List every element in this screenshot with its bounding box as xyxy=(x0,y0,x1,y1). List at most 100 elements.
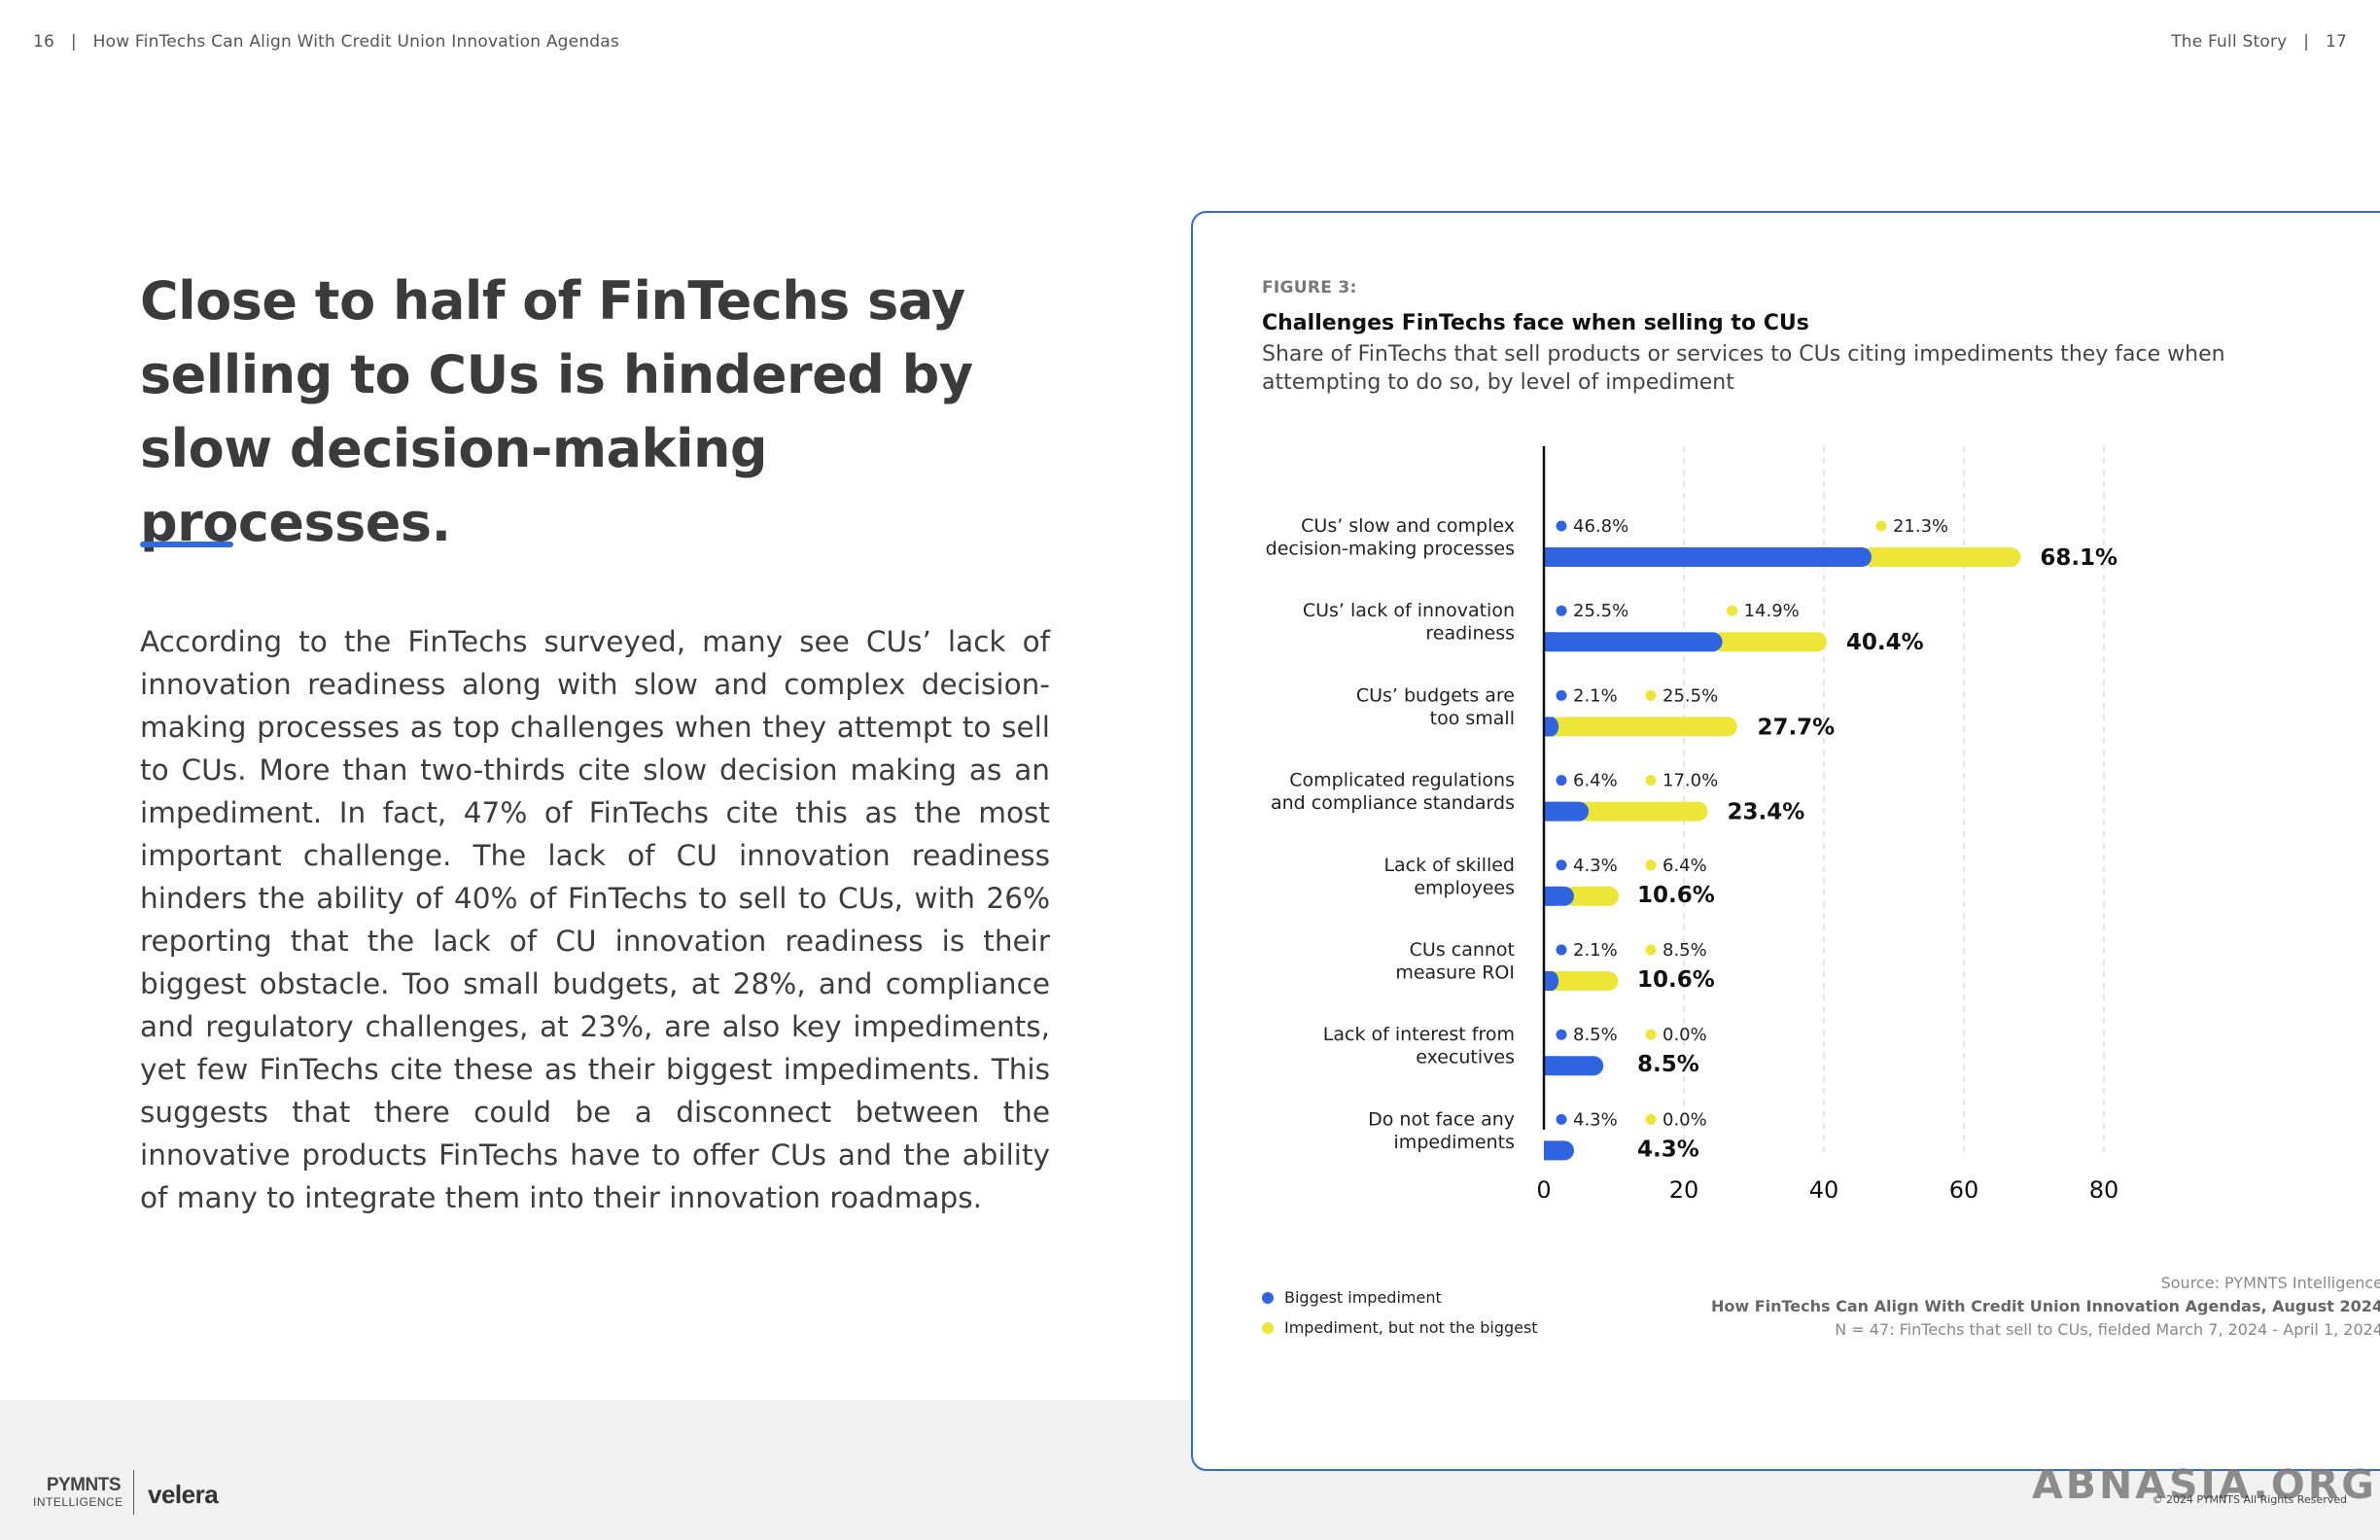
legend-swatch-biggest xyxy=(1262,1292,1274,1304)
page-headline: Close to half of FinTechs say selling to… xyxy=(140,270,973,553)
data-label-marker-not-biggest xyxy=(1645,1029,1657,1040)
watermark-text: ABNASIA.ORG xyxy=(2032,1461,2377,1508)
total-label: 68.1% xyxy=(2040,545,2118,571)
total-label: 8.5% xyxy=(1637,1052,1699,1077)
legend-item-not-biggest: Impediment, but not the biggest xyxy=(1262,1318,1538,1337)
data-label-marker-not-biggest xyxy=(1727,605,1738,616)
data-label-marker-biggest xyxy=(1556,1029,1567,1040)
data-label-not-biggest: 25.5% xyxy=(1662,685,1718,706)
bar-biggest-base xyxy=(1544,717,1554,737)
category-label: CUs’ slow and complex xyxy=(1301,515,1515,537)
body-paragraph: According to the FinTechs surveyed, many… xyxy=(140,625,1050,1214)
bar-not-biggest xyxy=(1712,632,1827,652)
data-label-not-biggest: 6.4% xyxy=(1662,856,1707,876)
x-tick-label: 80 xyxy=(2089,1176,2119,1204)
data-label-not-biggest: 21.3% xyxy=(1893,516,1948,537)
x-tick-label: 60 xyxy=(1949,1176,1979,1204)
data-label-biggest: 4.3% xyxy=(1573,856,1618,876)
category-label: readiness xyxy=(1425,623,1515,645)
data-label-biggest: 46.8% xyxy=(1573,516,1628,537)
category-label: Lack of interest from xyxy=(1323,1024,1515,1045)
chart-source: Source: PYMNTS Intelligence How FinTechs… xyxy=(1711,1272,2380,1342)
data-label-marker-biggest xyxy=(1556,1113,1567,1125)
source-line-3: N = 47: FinTechs that sell to CUs, field… xyxy=(1835,1320,2380,1339)
bar-biggest xyxy=(1544,632,1723,652)
bar-biggest-base xyxy=(1544,801,1554,822)
data-label-marker-not-biggest xyxy=(1645,689,1657,701)
total-label: 23.4% xyxy=(1727,800,1804,825)
category-label: CUs’ lack of innovation xyxy=(1303,600,1515,621)
bar-biggest-base xyxy=(1544,971,1554,991)
category-label: CUs cannot xyxy=(1410,939,1515,961)
data-label-marker-biggest xyxy=(1556,689,1567,701)
total-label: 4.3% xyxy=(1637,1137,1699,1162)
data-label-biggest: 2.1% xyxy=(1573,685,1618,706)
data-label-not-biggest: 0.0% xyxy=(1662,1109,1707,1130)
x-tick-label: 20 xyxy=(1669,1176,1699,1204)
data-label-marker-not-biggest xyxy=(1645,1113,1657,1125)
copyright: © 2024 PYMNTS All Rights Reserved xyxy=(2152,1493,2347,1506)
x-tick-label: 40 xyxy=(1809,1176,1839,1204)
bar-biggest xyxy=(1544,547,1872,567)
figure-card: FIGURE 3: Challenges FinTechs face when … xyxy=(1191,211,2380,1471)
page-number-right: 17 xyxy=(2325,32,2347,52)
data-label-not-biggest: 0.0% xyxy=(1662,1025,1707,1045)
data-label-marker-biggest xyxy=(1556,605,1567,616)
velera-logo: velera xyxy=(148,1480,219,1509)
bar-biggest-base xyxy=(1544,1140,1554,1161)
bar-chart: 0 20 40 60 80 CUs’ slow and complexdecision-m… xyxy=(1266,446,2119,1204)
category-label: Do not face any xyxy=(1368,1108,1515,1130)
bar-not-biggest xyxy=(1579,801,1708,822)
page-header-right: The Full Story | 17 xyxy=(2171,32,2347,52)
data-label-marker-biggest xyxy=(1556,944,1567,956)
logo-pymnts-text: PYMNTS xyxy=(46,1475,122,1495)
pymnts-intelligence-logo: PYMNTS INTELLIGENCE xyxy=(33,1475,123,1510)
data-label-marker-not-biggest xyxy=(1645,859,1657,871)
total-label: 40.4% xyxy=(1846,630,1924,655)
data-label-biggest: 6.4% xyxy=(1573,771,1618,791)
data-label-marker-not-biggest xyxy=(1645,944,1657,956)
bar-biggest-base xyxy=(1544,547,1554,567)
accent-rule xyxy=(140,542,233,547)
data-label-marker-not-biggest xyxy=(1645,775,1657,787)
page-header-left: 16 | How FinTechs Can Align With Credit … xyxy=(33,32,619,52)
category-label: CUs’ budgets are xyxy=(1356,684,1515,706)
header-separator: | xyxy=(2303,32,2310,52)
header-separator: | xyxy=(70,32,77,52)
category-label: measure ROI xyxy=(1395,962,1515,984)
data-label-biggest: 8.5% xyxy=(1573,1025,1618,1045)
bar-biggest xyxy=(1544,1056,1604,1076)
legend-swatch-not-biggest xyxy=(1262,1322,1274,1334)
category-label: executives xyxy=(1416,1047,1515,1068)
logo-divider xyxy=(133,1470,134,1515)
data-label-marker-biggest xyxy=(1556,520,1567,532)
category-label: too small xyxy=(1430,708,1515,729)
data-label-marker-biggest xyxy=(1556,775,1567,787)
data-label-biggest: 4.3% xyxy=(1573,1109,1618,1130)
legend-label-biggest: Biggest impediment xyxy=(1284,1288,1442,1307)
source-line-2: How FinTechs Can Align With Credit Union… xyxy=(1710,1297,2380,1315)
category-label: employees xyxy=(1414,877,1515,898)
data-label-biggest: 2.1% xyxy=(1573,940,1618,961)
category-label: impediments xyxy=(1394,1132,1515,1153)
logo-intelligence-text: INTELLIGENCE xyxy=(33,1495,123,1509)
data-label-marker-not-biggest xyxy=(1875,520,1887,532)
total-label: 27.7% xyxy=(1757,715,1835,740)
bar-not-biggest xyxy=(1563,886,1620,906)
data-label-biggest: 25.5% xyxy=(1573,601,1628,621)
category-label: Lack of skilled xyxy=(1383,855,1515,876)
data-label-not-biggest: 14.9% xyxy=(1744,601,1800,621)
total-label: 10.6% xyxy=(1637,883,1715,908)
x-tick-label: 0 xyxy=(1536,1176,1551,1204)
source-line-1: Source: PYMNTS Intelligence xyxy=(2160,1274,2380,1292)
legend-item-biggest: Biggest impediment xyxy=(1262,1288,1442,1307)
bar-not-biggest xyxy=(1549,717,1737,737)
category-label: Complicated regulations xyxy=(1289,770,1515,791)
data-label-not-biggest: 8.5% xyxy=(1662,940,1707,961)
category-label: and compliance standards xyxy=(1271,792,1515,814)
bar-not-biggest xyxy=(1549,971,1619,991)
chart-subtitle: Share of FinTechs that sell products or … xyxy=(1262,342,2225,395)
bar-biggest xyxy=(1544,801,1590,822)
section-title: The Full Story xyxy=(2171,32,2288,52)
total-label: 10.6% xyxy=(1637,967,1715,993)
